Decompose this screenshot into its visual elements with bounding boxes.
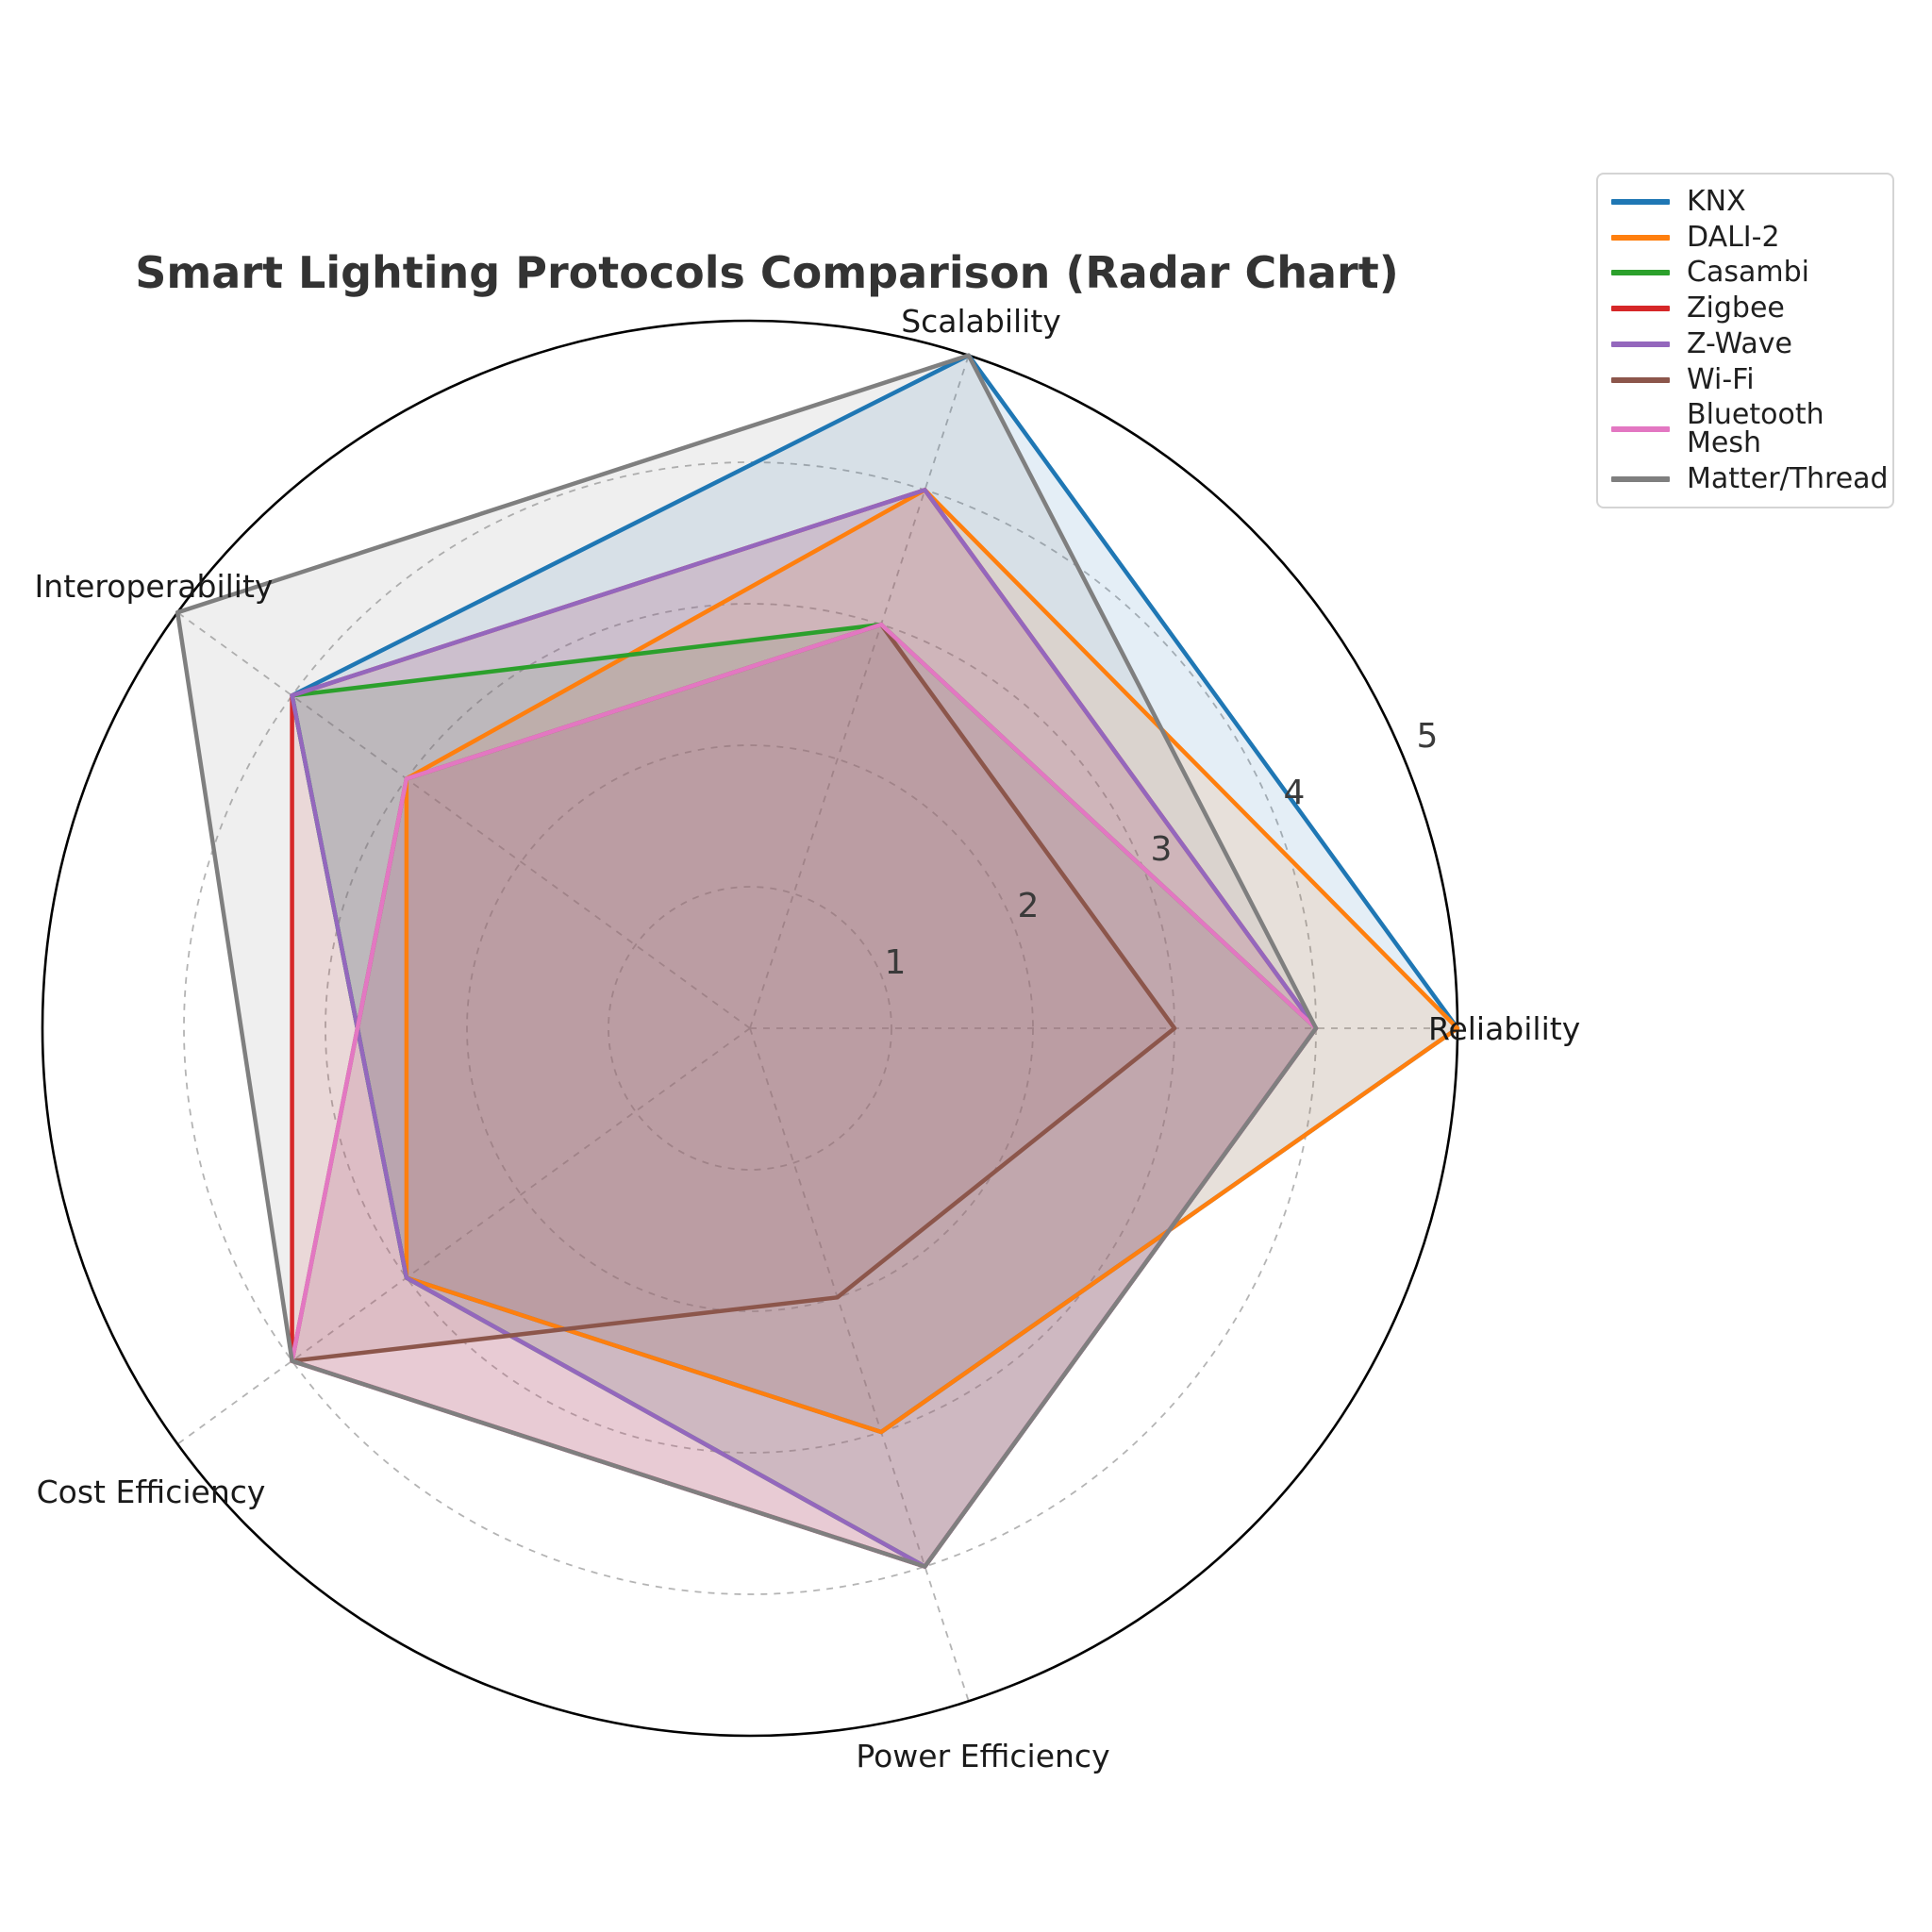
legend-swatch-dali-2 (1611, 234, 1670, 241)
legend-item-matter-thread: Matter/Thread (1611, 465, 1892, 493)
legend-swatch-matter-thread (1611, 476, 1670, 483)
legend-swatch-bluetooth-mesh (1611, 426, 1670, 433)
legend-label-bluetooth-mesh: Bluetooth Mesh (1687, 398, 1824, 460)
radial-tick-3: 3 (1151, 830, 1173, 869)
chart-title: Smart Lighting Protocols Comparison (Rad… (135, 247, 1399, 298)
legend-label-wi-fi: Wi-Fi (1687, 362, 1755, 396)
legend-swatch-casambi (1611, 270, 1670, 276)
series-fill-matter-thread (177, 355, 1317, 1567)
series-fill-zigbee (291, 490, 1317, 1567)
legend-swatch-knx (1611, 198, 1670, 205)
legend-swatch-wi-fi (1611, 376, 1670, 383)
axis-label-scalability: Scalability (901, 303, 1061, 340)
legend-item-zigbee: Zigbee (1611, 294, 1892, 323)
series-fill-wi-fi (291, 625, 1175, 1361)
legend-item-knx: KNX (1611, 184, 1892, 218)
legend-item-wi-fi: Wi-Fi (1611, 362, 1892, 396)
grid-circle-1 (608, 886, 892, 1171)
legend-item-bluetooth-mesh: Bluetooth Mesh (1611, 401, 1892, 458)
legend-label-knx: KNX (1687, 184, 1746, 218)
axis-label-power-efficiency: Power Efficiency (856, 1738, 1109, 1774)
legend-label-zigbee: Zigbee (1687, 291, 1785, 325)
series-line-matter-thread (175, 353, 1319, 1569)
radial-tick-5: 5 (1417, 717, 1439, 756)
legend-label-dali-2: DALI-2 (1687, 220, 1780, 254)
legend-item-casambi: Casambi (1611, 258, 1892, 287)
legend-item-z-wave: Z-Wave (1611, 326, 1892, 360)
legend-label-matter-thread: Matter/Thread (1687, 462, 1889, 496)
series-line-dali-2 (404, 488, 1460, 1435)
radial-tick-4: 4 (1284, 774, 1306, 812)
axis-label-cost-efficiency: Cost Efficiency (37, 1474, 266, 1510)
legend-swatch-zigbee (1611, 306, 1670, 312)
legend: KNX DALI-2 Casambi Zigbee Z-Wave Wi-Fi Bluetoo… (1596, 173, 1894, 508)
series-fill-knx (291, 355, 1458, 1433)
radial-tick-1: 1 (885, 943, 907, 982)
series-fill-z-wave (291, 490, 1317, 1567)
radial-tick-2: 2 (1018, 887, 1040, 925)
legend-swatch-z-wave (1611, 341, 1670, 347)
axis-label-reliability: Reliability (1428, 1010, 1580, 1047)
legend-label-casambi: Casambi (1687, 256, 1809, 290)
axis-label-interoperability: Interoperability (35, 568, 274, 605)
legend-label-z-wave: Z-Wave (1687, 326, 1792, 360)
legend-item-dali-2: DALI-2 (1611, 220, 1892, 254)
